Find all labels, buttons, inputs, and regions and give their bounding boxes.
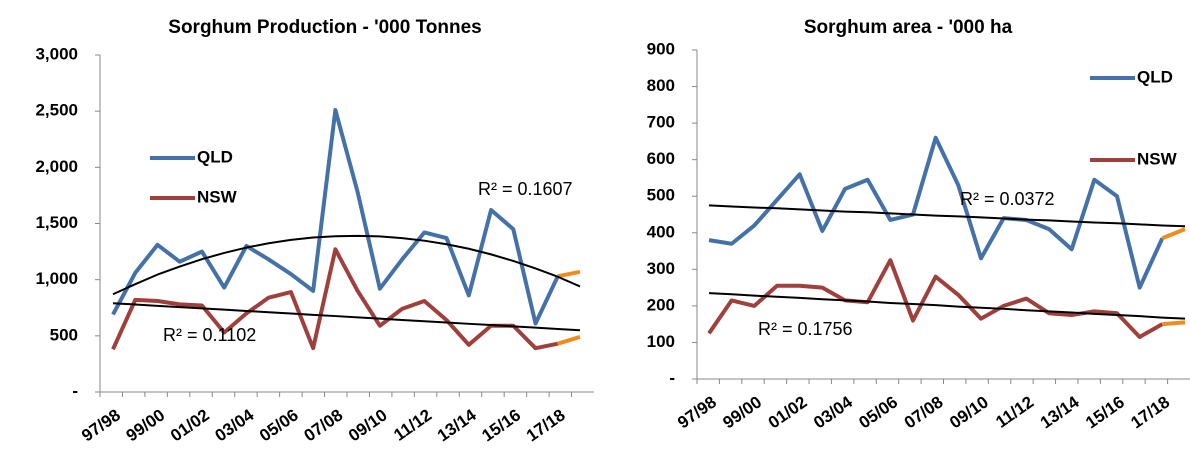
series-line [1161,227,1186,241]
x-tick-label: 99/00 [719,392,765,432]
x-tick-label: 03/04 [810,392,856,432]
y-tick-label: 100 [647,332,675,351]
y-tick-label: - [72,381,78,400]
y-tick-label: 200 [647,295,675,314]
series-line [1162,320,1186,327]
trend-line [708,204,1186,228]
x-tick-label: 09/10 [345,405,391,445]
x-tick-label: 99/00 [123,405,169,445]
x-tick-label: 07/08 [300,405,346,445]
trend-line [112,302,581,332]
legend-label: NSW [1137,149,1178,168]
y-tick-label: 1,000 [35,269,78,288]
y-tick-label: 300 [647,259,675,278]
x-tick-label: 01/02 [765,392,811,432]
series-line [111,108,560,326]
y-tick-label: 2,500 [35,101,78,120]
x-tick-label: 13/14 [1037,392,1083,432]
trend-line [708,292,1186,320]
series-line [111,247,559,351]
x-tick-label: 15/16 [478,405,524,445]
series-line [708,135,1165,290]
y-tick-label: 400 [647,222,675,241]
x-tick-label: 17/18 [523,405,569,445]
trend-label: R² = 0.1756 [758,319,853,339]
x-tick-label: 17/18 [1127,392,1173,432]
x-tick-label: 11/12 [390,405,435,444]
x-tick-label: 05/06 [855,392,901,432]
y-tick-label: 3,000 [35,44,78,63]
trend-label: R² = 0.0372 [960,189,1055,209]
x-tick-label: 01/02 [167,405,213,445]
y-tick-label: 1,500 [35,213,78,232]
legend-label: NSW [197,187,238,206]
y-tick-label: 800 [647,76,675,95]
legend-label: QLD [197,147,233,166]
trend-label: R² = 0.1607 [478,179,573,199]
x-tick-label: 15/16 [1082,392,1128,432]
y-tick-label: 600 [647,149,675,168]
trend-label: R² = 0.1102 [163,325,256,345]
x-tick-label: 07/08 [901,392,947,432]
chart-title: Sorghum area - '000 ha [804,17,1013,38]
x-tick-label: 03/04 [212,405,258,445]
x-tick-label: 11/12 [992,392,1037,431]
series-line [557,269,581,279]
legend-label: QLD [1137,67,1173,86]
chart-title: Sorghum Production - '000 Tonnes [168,17,481,38]
y-tick-label: 500 [50,325,78,344]
x-tick-label: 97/98 [674,392,720,432]
y-tick-label: - [669,368,675,387]
x-tick-label: 05/06 [256,405,302,445]
y-tick-label: 900 [647,39,675,58]
y-tick-label: 700 [647,113,675,132]
series-line [557,335,581,346]
x-tick-label: 13/14 [434,405,480,445]
x-tick-label: 97/98 [78,405,124,445]
x-tick-label: 09/10 [946,392,992,432]
trend-line [112,234,581,296]
y-tick-label: 2,000 [35,157,78,176]
y-tick-label: 500 [647,186,675,205]
